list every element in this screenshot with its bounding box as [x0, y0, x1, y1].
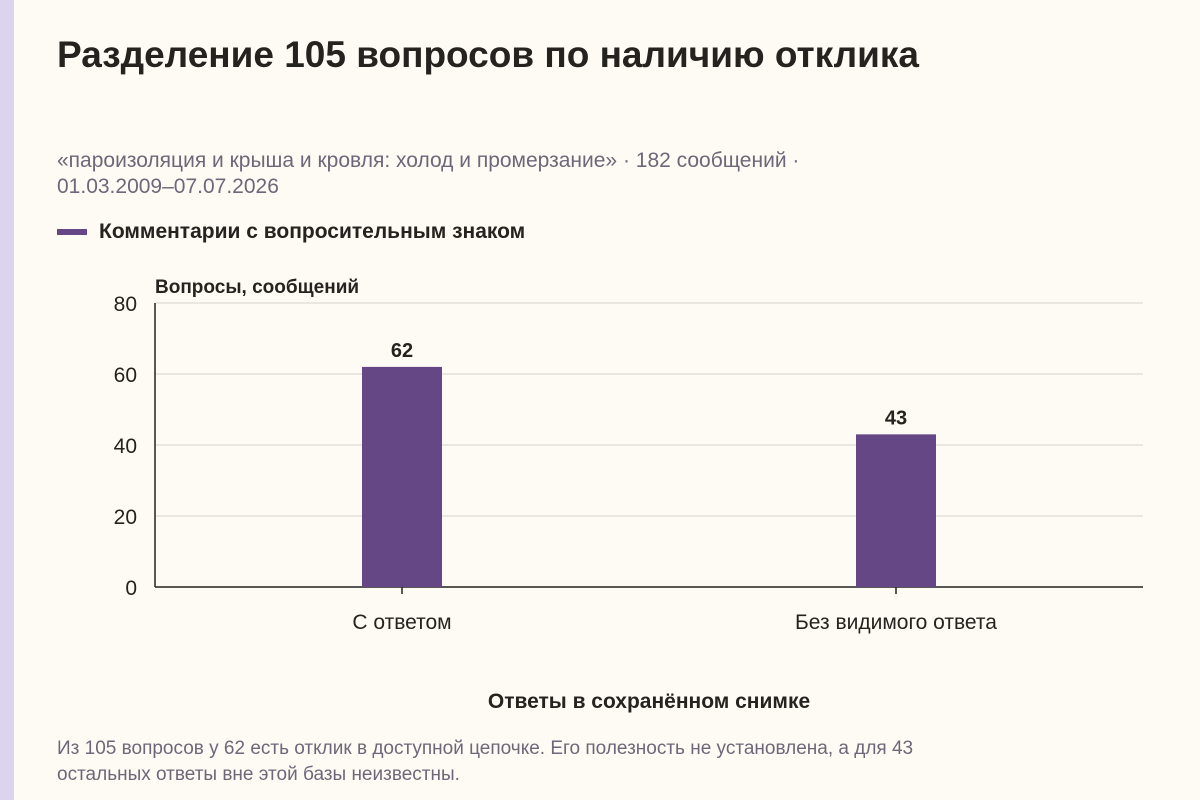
- legend-label: Комментарии с вопросительным знаком: [99, 220, 526, 243]
- chart-title: Разделение 105 вопросов по наличию откли…: [57, 34, 919, 75]
- data-label: 62: [391, 340, 413, 362]
- y-tick-label: 0: [125, 577, 137, 600]
- y-axis-title: Вопросы, сообщений: [155, 277, 359, 298]
- note-line-2: остальных ответы вне этой базы неизвестн…: [57, 764, 460, 785]
- legend-swatch: [57, 229, 87, 235]
- x-axis-title: Ответы в сохранённом снимке: [488, 690, 810, 713]
- subtitle-line-2: 01.03.2009–07.07.2026: [57, 175, 279, 198]
- subtitle-line-1: «пароизоляция и крыша и кровля: холод и …: [57, 149, 800, 172]
- bar: [856, 434, 936, 587]
- accent-strip: [0, 0, 14, 800]
- y-tick-label: 80: [114, 293, 137, 316]
- bar: [362, 366, 442, 587]
- y-tick-label: 40: [114, 435, 137, 458]
- y-tick-label: 20: [114, 506, 137, 529]
- data-label: 43: [885, 407, 907, 429]
- y-tick-label: 60: [114, 364, 137, 387]
- x-tick-label: Без видимого ответа: [795, 611, 997, 634]
- note-line-1: Из 105 вопросов у 62 есть отклик в досту…: [57, 738, 914, 759]
- chart-subtitle: «пароизоляция и крыша и кровля: холод и …: [57, 148, 1017, 200]
- legend: Комментарии с вопросительным знаком: [57, 218, 525, 246]
- x-tick-label: С ответом: [352, 611, 451, 634]
- chart-note: Из 105 вопросов у 62 есть отклик в досту…: [57, 736, 1117, 788]
